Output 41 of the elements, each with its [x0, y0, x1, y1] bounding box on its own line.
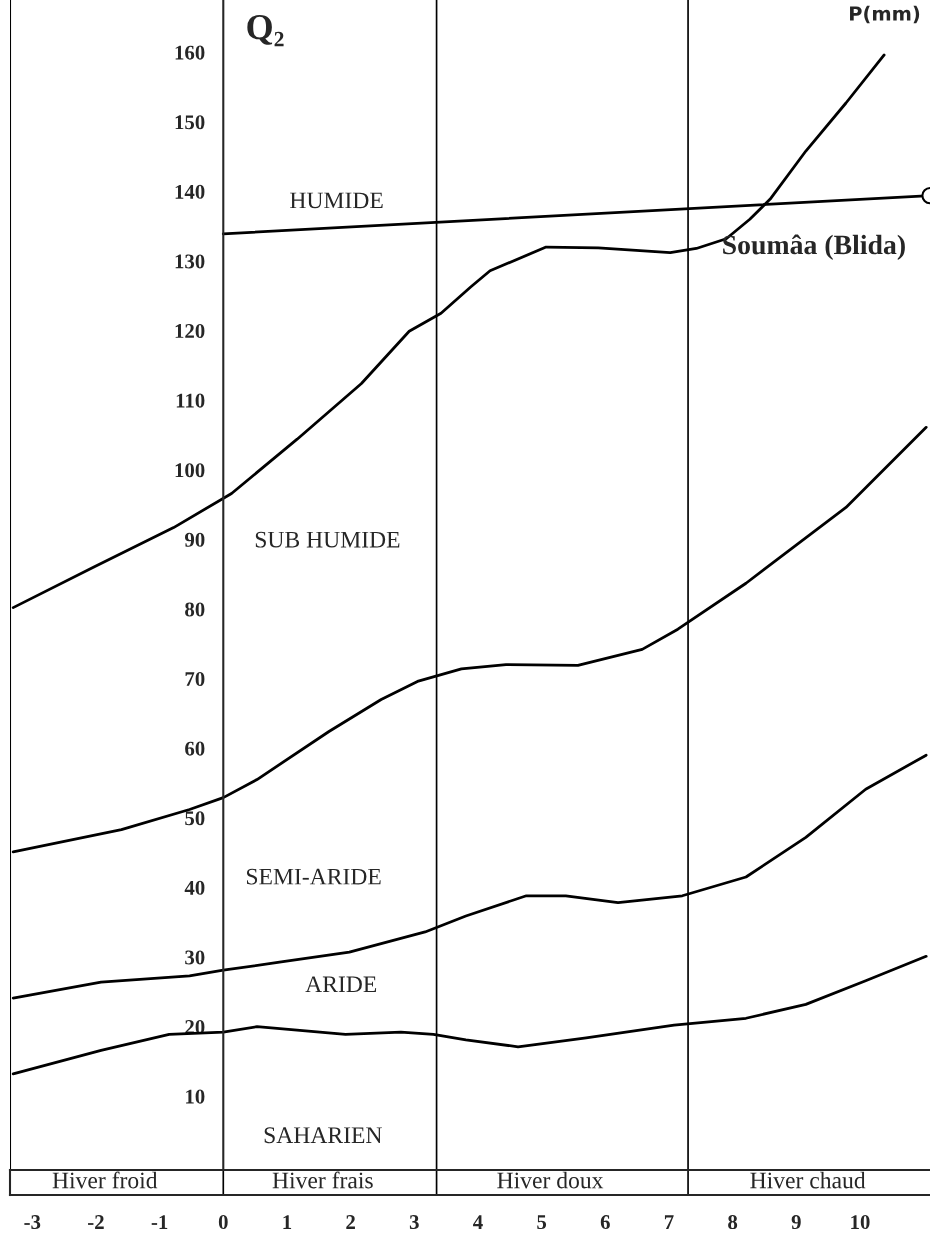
- y-tick-label: 10: [186, 1089, 205, 1104]
- y-tick-label: 140: [175, 184, 205, 199]
- y-tick-label: 90: [184, 532, 205, 547]
- y-tick-label: 50: [185, 811, 205, 826]
- y-tick-label: 100: [175, 463, 205, 478]
- y-tick-label: 160: [175, 45, 205, 60]
- annotation: HUMIDE: [290, 192, 383, 209]
- y-axis-title: Q₂: [247, 15, 284, 47]
- x-tick-label: 10: [851, 1215, 870, 1230]
- x-tick-label: 0: [218, 1215, 228, 1230]
- y-tick-label: 40: [184, 880, 205, 895]
- y-tick-label: 110: [176, 393, 205, 408]
- text: Hiver froid: [52, 1171, 158, 1189]
- x-tick-label: 5: [537, 1215, 547, 1230]
- annotation: SUB HUMIDE: [255, 531, 400, 548]
- text: Hiver chaud: [750, 1171, 866, 1189]
- x-tick-label: 4: [473, 1215, 483, 1229]
- x-tick-label: 8: [728, 1215, 738, 1230]
- y-tick-label: 80: [185, 602, 205, 617]
- x-axis-title: P(mm): [850, 5, 920, 24]
- y-tick-label: 130: [175, 254, 205, 269]
- x-tick-label: -2: [88, 1215, 104, 1229]
- text: Hiver doux: [497, 1171, 604, 1189]
- x-tick-label: 1: [283, 1215, 292, 1229]
- x-tick-label: 2: [346, 1215, 355, 1229]
- y-tick-label: 60: [185, 741, 205, 756]
- x-tick-label: 9: [791, 1215, 801, 1230]
- x-tick-label: -3: [24, 1215, 41, 1230]
- x-tick-label: 6: [600, 1215, 610, 1230]
- y-tick-label: 150: [175, 115, 205, 130]
- annotation: SEMI-ARIDE: [246, 868, 381, 885]
- x-tick-label: -1: [151, 1215, 168, 1229]
- y-tick-label: 30: [185, 950, 205, 965]
- text: Hiver frais: [272, 1171, 373, 1189]
- series-label: Soumâa (Blida): [723, 234, 905, 260]
- y-tick-label: 120: [175, 323, 205, 339]
- y-tick-label: 70: [185, 671, 205, 687]
- x-tick-label: 3: [409, 1215, 419, 1230]
- annotation: SAHARIEN: [264, 1127, 382, 1144]
- x-tick-label: 7: [664, 1215, 674, 1229]
- annotation: ARIDE: [305, 976, 377, 993]
